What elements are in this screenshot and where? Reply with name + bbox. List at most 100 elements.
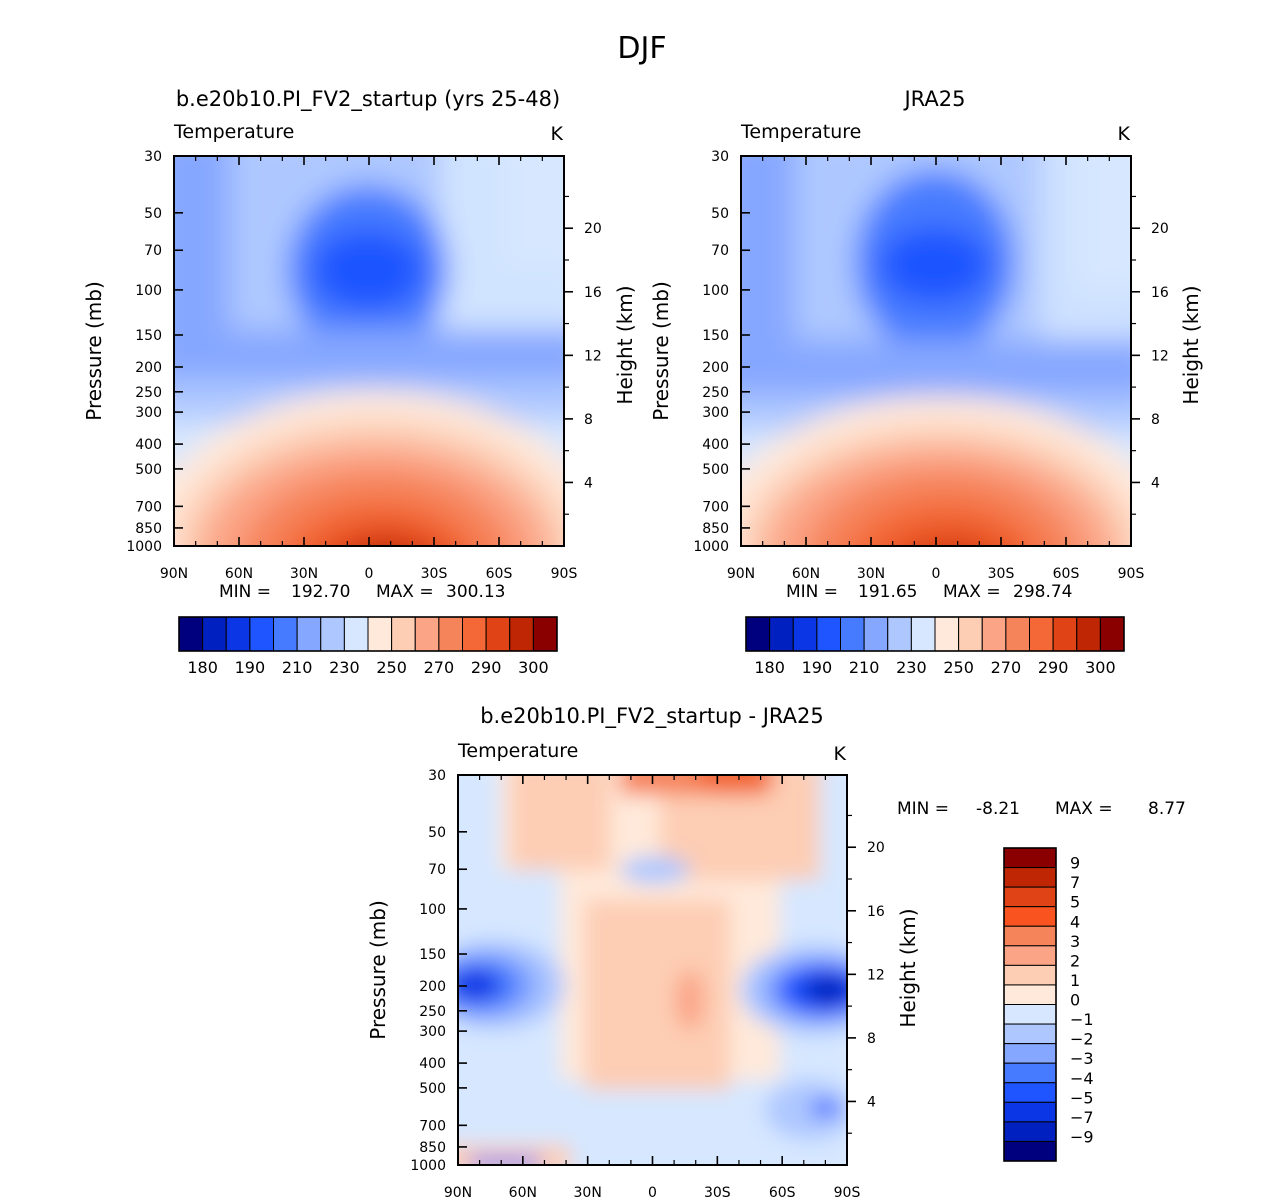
contour-field-obs	[741, 156, 1131, 546]
colorbar-swatch	[910, 616, 936, 652]
colorbar-swatch	[863, 616, 889, 652]
y-axis-label-model: Pressure (mb)	[82, 281, 106, 421]
axes-model: 90N 60N 30N 0 30S 60S 90S 30 50 70 100 150 200 250 300…	[126, 149, 602, 582]
x-tick-label: 90S	[834, 1185, 861, 1201]
y-tick-label: 850	[135, 521, 162, 537]
x-tick-label: 30N	[574, 1185, 602, 1201]
y-tick-label: 1000	[410, 1158, 446, 1174]
colorbar-label: 300	[518, 658, 549, 677]
x-tick-label: 30N	[857, 566, 885, 582]
colorbar-label: −3	[1070, 1049, 1094, 1068]
colorbar-swatch	[178, 616, 204, 652]
y-tick-label: 50	[711, 206, 729, 222]
x-tick-label: 90S	[1118, 566, 1145, 582]
y-axis-label-obs: Pressure (mb)	[649, 281, 673, 421]
colorbar-label: −1	[1070, 1010, 1094, 1029]
colorbar-label: −4	[1070, 1069, 1094, 1088]
colorbar-swatch	[934, 616, 960, 652]
colorbar-swatch	[202, 616, 227, 652]
colorbar-swatch	[485, 616, 511, 652]
x-tick-label: 30N	[290, 566, 318, 582]
units-label-obs: K	[1118, 123, 1131, 145]
colorbar-swatch	[438, 616, 463, 652]
colorbar-label: 190	[235, 658, 266, 677]
colorbar-label: 190	[802, 658, 833, 677]
x-tick-label: 60N	[792, 566, 820, 582]
y-tick-label: 250	[135, 385, 162, 401]
colorbar-swatch	[1003, 1043, 1057, 1064]
y2-axis-label-diff: Height (km)	[896, 908, 920, 1027]
y-tick-label: 850	[419, 1140, 446, 1156]
colorbar-swatch	[958, 616, 983, 652]
panel-obs: JRA25 Temperature K	[649, 87, 1203, 677]
colorbar-label: −5	[1070, 1088, 1094, 1107]
y-tick-label: 30	[711, 149, 729, 165]
y2-tick-label: 4	[584, 475, 593, 491]
units-label-model: K	[551, 123, 564, 145]
panel-title-obs: JRA25	[902, 87, 965, 111]
x-tick-label: 60N	[509, 1185, 537, 1201]
y2-axis-label-obs: Height (km)	[1179, 285, 1203, 404]
colorbar-swatch	[532, 616, 558, 652]
colorbar-swatch	[1003, 1101, 1057, 1123]
colorbar-swatch	[509, 616, 534, 652]
colorbar-obs: 180 190 210 230 250 270 290 300	[745, 616, 1125, 677]
max-value-diff: 8.77	[1148, 799, 1186, 819]
y-tick-label: 700	[419, 1118, 446, 1134]
y2-tick-label: 16	[1151, 285, 1169, 301]
y2-tick-label: 8	[584, 412, 593, 428]
x-tick-label: 60S	[769, 1185, 796, 1201]
x-tick-label: 60N	[225, 566, 253, 582]
y-tick-label: 500	[419, 1081, 446, 1097]
y-tick-label: 150	[135, 328, 162, 344]
colorbar-swatch	[981, 616, 1007, 652]
x-tick-label: 0	[932, 566, 941, 582]
colorbar-swatch	[367, 616, 393, 652]
y-tick-label: 50	[428, 825, 446, 841]
colorbar-swatch	[343, 616, 369, 652]
x-tick-label: 30S	[421, 566, 448, 582]
colorbar-swatch	[1076, 616, 1101, 652]
y-tick-label: 200	[135, 360, 162, 376]
y-tick-label: 500	[135, 462, 162, 478]
y-tick-label: 150	[702, 328, 729, 344]
colorbar-label: 2	[1070, 951, 1080, 970]
colorbar-label: 5	[1070, 893, 1080, 912]
y-tick-label: 1000	[126, 539, 162, 555]
y-tick-label: 300	[702, 405, 729, 421]
panel-title-model: b.e20b10.PI_FV2_startup (yrs 25-48)	[176, 87, 560, 112]
max-label-obs: MAX =	[943, 582, 1001, 602]
colorbar-swatch	[1005, 616, 1030, 652]
y-tick-label: 400	[135, 437, 162, 453]
y-tick-label: 100	[419, 902, 446, 918]
panel-title-diff: b.e20b10.PI_FV2_startup - JRA25	[480, 704, 824, 729]
colorbar-swatch	[1003, 945, 1057, 966]
colorbar-swatch	[249, 616, 274, 652]
colorbar-label: 1	[1070, 971, 1080, 990]
y-tick-label: 100	[702, 283, 729, 299]
colorbar-label: 290	[1038, 658, 1069, 677]
max-value-model: 300.13	[446, 582, 505, 602]
y-axis-label-diff: Pressure (mb)	[366, 900, 390, 1040]
colorbar-swatch	[1003, 886, 1057, 908]
y2-tick-label: 16	[584, 285, 602, 301]
x-tick-label: 0	[365, 566, 374, 582]
y-tick-label: 30	[144, 149, 162, 165]
y2-tick-label: 20	[584, 221, 602, 237]
y-tick-label: 300	[419, 1024, 446, 1040]
y-tick-label: 250	[702, 385, 729, 401]
colorbar-model: 180 190 210 230 250 270 290 300	[178, 616, 558, 677]
y2-tick-label: 12	[867, 967, 885, 983]
axes-obs: 90N 60N 30N 0 30S 60S 90S 30 50 70 100 150 200 250 300…	[693, 149, 1169, 582]
colorbar-swatch	[769, 616, 794, 652]
y-tick-label: 400	[702, 437, 729, 453]
y-tick-label: 70	[428, 862, 446, 878]
colorbar-swatch	[1099, 616, 1125, 652]
min-label-diff: MIN =	[897, 799, 949, 819]
y-tick-label: 700	[702, 499, 729, 515]
colorbar-swatch	[1003, 964, 1057, 986]
x-tick-label: 90N	[727, 566, 755, 582]
x-tick-label: 90S	[551, 566, 578, 582]
